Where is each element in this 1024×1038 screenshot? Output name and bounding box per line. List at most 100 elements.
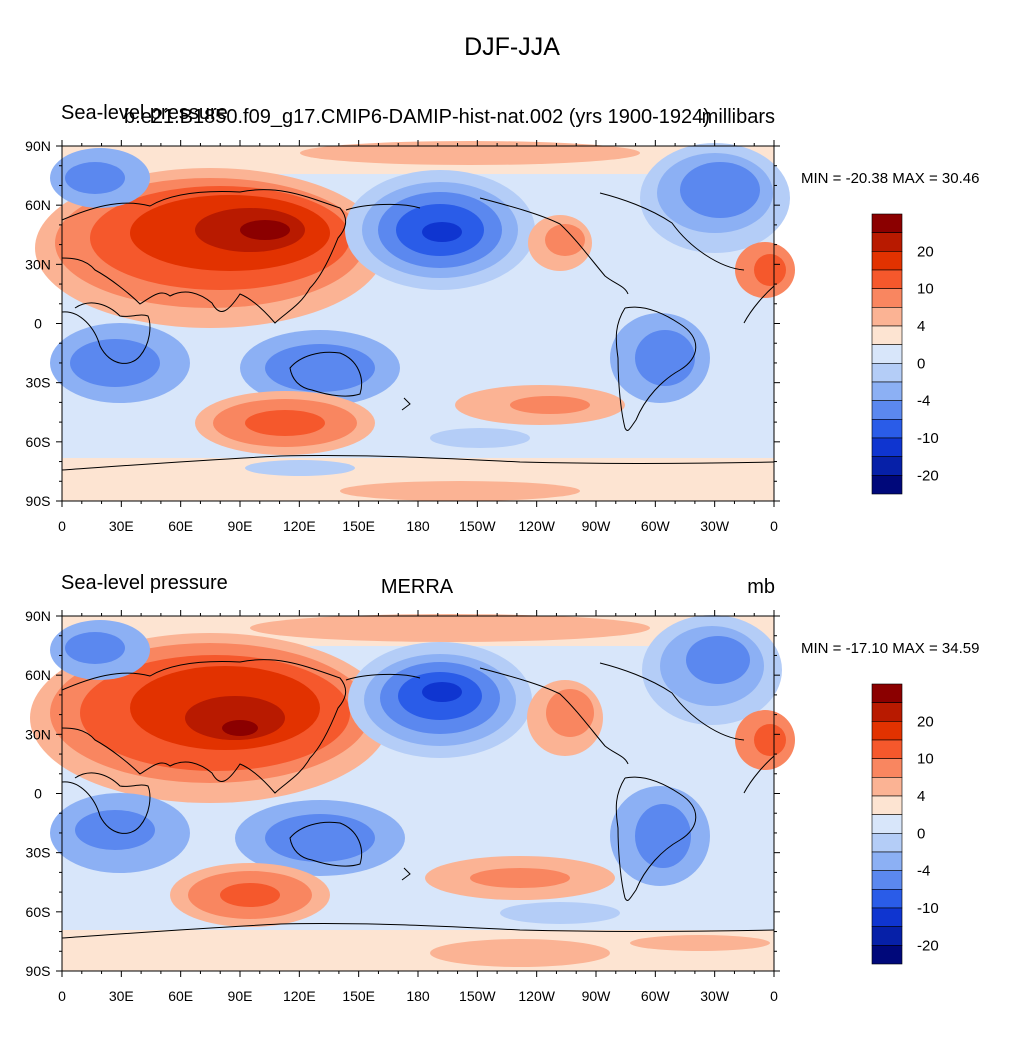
latitude-label: 0	[34, 786, 42, 802]
colorbar-swatch	[871, 721, 903, 741]
longitude-label: 150W	[459, 518, 496, 534]
map-panel-top: Sea-level pressure b.e21.B1850.f09_g17.C…	[0, 98, 1024, 568]
colorbar-swatch	[871, 702, 903, 722]
figure-title: DJF-JJA	[464, 33, 560, 61]
coastlines	[61, 189, 775, 471]
colorbar-swatch	[871, 926, 903, 946]
latitude-labels: 90N 60N 30N 0 30S 60S 90S	[25, 138, 51, 509]
colorbar-swatch	[871, 475, 903, 495]
latitude-label: 90N	[25, 608, 51, 624]
longitude-label: 30E	[109, 988, 134, 1004]
panel-left-title: Sea-level pressure	[61, 572, 228, 594]
colorbar-tick-label: 10	[917, 751, 934, 768]
panel-center-title: b.e21.B1850.f09_g17.CMIP6-DAMIP-hist-nat…	[124, 106, 710, 128]
colorbar-swatch	[871, 814, 903, 834]
latitude-label: 30N	[25, 256, 51, 272]
min-max-label: MIN = -17.10 MAX = 34.59	[801, 640, 980, 657]
panel-left-title: Sea-level pressure	[61, 102, 228, 124]
longitude-label: 60E	[168, 988, 193, 1004]
colorbar-swatch	[871, 344, 903, 364]
longitude-label: 150W	[459, 988, 496, 1004]
colorbar-swatch	[871, 945, 903, 965]
longitude-label: 0	[770, 988, 778, 1004]
colorbar-swatch	[871, 456, 903, 476]
colorbar-tick-label: -4	[917, 393, 930, 410]
longitude-label: 150E	[342, 988, 375, 1004]
longitude-label: 60E	[168, 518, 193, 534]
map-area	[35, 141, 795, 502]
colorbar-swatch	[871, 437, 903, 457]
colorbar-tick-label: 4	[917, 788, 925, 805]
longitude-label: 0	[770, 518, 778, 534]
longitude-label: 120W	[518, 988, 555, 1004]
colorbar-swatch	[871, 795, 903, 815]
longitude-labels: 0 30E 60E 90E 120E 150E 180 150W 120W 90W 60W 30W 0	[58, 518, 778, 534]
colorbar-tick-label: -10	[917, 430, 939, 447]
longitude-label: 180	[406, 518, 430, 534]
colorbar-tick-label: -10	[917, 900, 939, 917]
panel-units-label: mb	[747, 576, 775, 598]
colorbar-swatch	[871, 381, 903, 401]
colorbar-swatch	[871, 288, 903, 308]
map-figure-bottom: 90N 60N 30N 0 30S 60S 90S 0 30E 60E 90E 120E 150E 18…	[25, 608, 939, 1004]
longitude-label: 90W	[582, 518, 612, 534]
latitude-label: 30N	[25, 726, 51, 742]
pressure-contour-field	[30, 614, 795, 971]
longitude-label: 120E	[283, 518, 316, 534]
longitude-label: 60W	[641, 988, 671, 1004]
colorbar-swatch	[871, 325, 903, 345]
colorbar-swatch	[871, 307, 903, 327]
colorbar-swatch	[871, 907, 903, 927]
map-area	[30, 614, 795, 972]
longitude-label: 30W	[700, 988, 730, 1004]
latitude-label: 0	[34, 316, 42, 332]
colorbar-tick-label: -20	[917, 467, 939, 484]
latitude-label: 90S	[26, 493, 51, 509]
colorbar-swatch	[871, 683, 903, 703]
latitude-label: 60N	[25, 667, 51, 683]
latitude-label: 30S	[26, 845, 51, 861]
latitude-label: 90S	[26, 963, 51, 979]
longitude-label: 180	[406, 988, 430, 1004]
longitude-labels: 0 30E 60E 90E 120E 150E 180 150W 120W 90W 60W 30W 0	[58, 988, 778, 1004]
min-max-label: MIN = -20.38 MAX = 30.46	[801, 170, 980, 187]
latitude-label: 30S	[26, 375, 51, 391]
coastlines	[61, 659, 775, 939]
colorbar-swatch	[871, 889, 903, 909]
pressure-contour-field	[35, 141, 795, 501]
longitude-label: 30E	[109, 518, 134, 534]
colorbar-swatch	[871, 758, 903, 778]
colorbar-swatch	[871, 851, 903, 871]
map-figure-top: 90N 60N 30N 0 30S 60S 90S 0 30E 60E 90E 120E 150E 18…	[25, 138, 939, 534]
colorbar-swatch	[871, 213, 903, 233]
longitude-label: 30W	[700, 518, 730, 534]
panel-center-title: MERRA	[380, 576, 454, 598]
colorbar-swatch	[871, 251, 903, 271]
latitude-labels: 90N 60N 30N 0 30S 60S 90S	[25, 608, 51, 979]
latitude-label: 60S	[26, 434, 51, 450]
colorbar-swatch	[871, 739, 903, 759]
colorbar-labels: 20 10 4 0 -4 -10 -20	[917, 713, 939, 954]
colorbar-tick-label: 4	[917, 318, 925, 335]
map-panel-bottom: Sea-level pressure MERRA mb MIN = -17.10…	[0, 568, 1024, 1038]
colorbar-swatch	[871, 269, 903, 289]
colorbar-tick-label: 20	[917, 243, 934, 260]
axis-ticks	[56, 610, 780, 977]
longitude-label: 120E	[283, 988, 316, 1004]
colorbar-swatch	[871, 232, 903, 252]
colorbar-tick-label: 10	[917, 281, 934, 298]
colorbar-tick-label: 0	[917, 825, 925, 842]
colorbar: 20 10 4 0 -4 -10 -20	[871, 213, 939, 495]
longitude-label: 0	[58, 988, 66, 1004]
latitude-label: 60N	[25, 197, 51, 213]
longitude-label: 60W	[641, 518, 671, 534]
colorbar-labels: 20 10 4 0 -4 -10 -20	[917, 243, 939, 484]
longitude-label: 150E	[342, 518, 375, 534]
colorbar-swatch	[871, 363, 903, 383]
longitude-label: 90W	[582, 988, 612, 1004]
longitude-label: 90E	[228, 518, 253, 534]
longitude-label: 0	[58, 518, 66, 534]
colorbar-tick-label: -20	[917, 937, 939, 954]
colorbar: 20 10 4 0 -4 -10 -20	[871, 683, 939, 965]
colorbar-swatch	[871, 833, 903, 853]
